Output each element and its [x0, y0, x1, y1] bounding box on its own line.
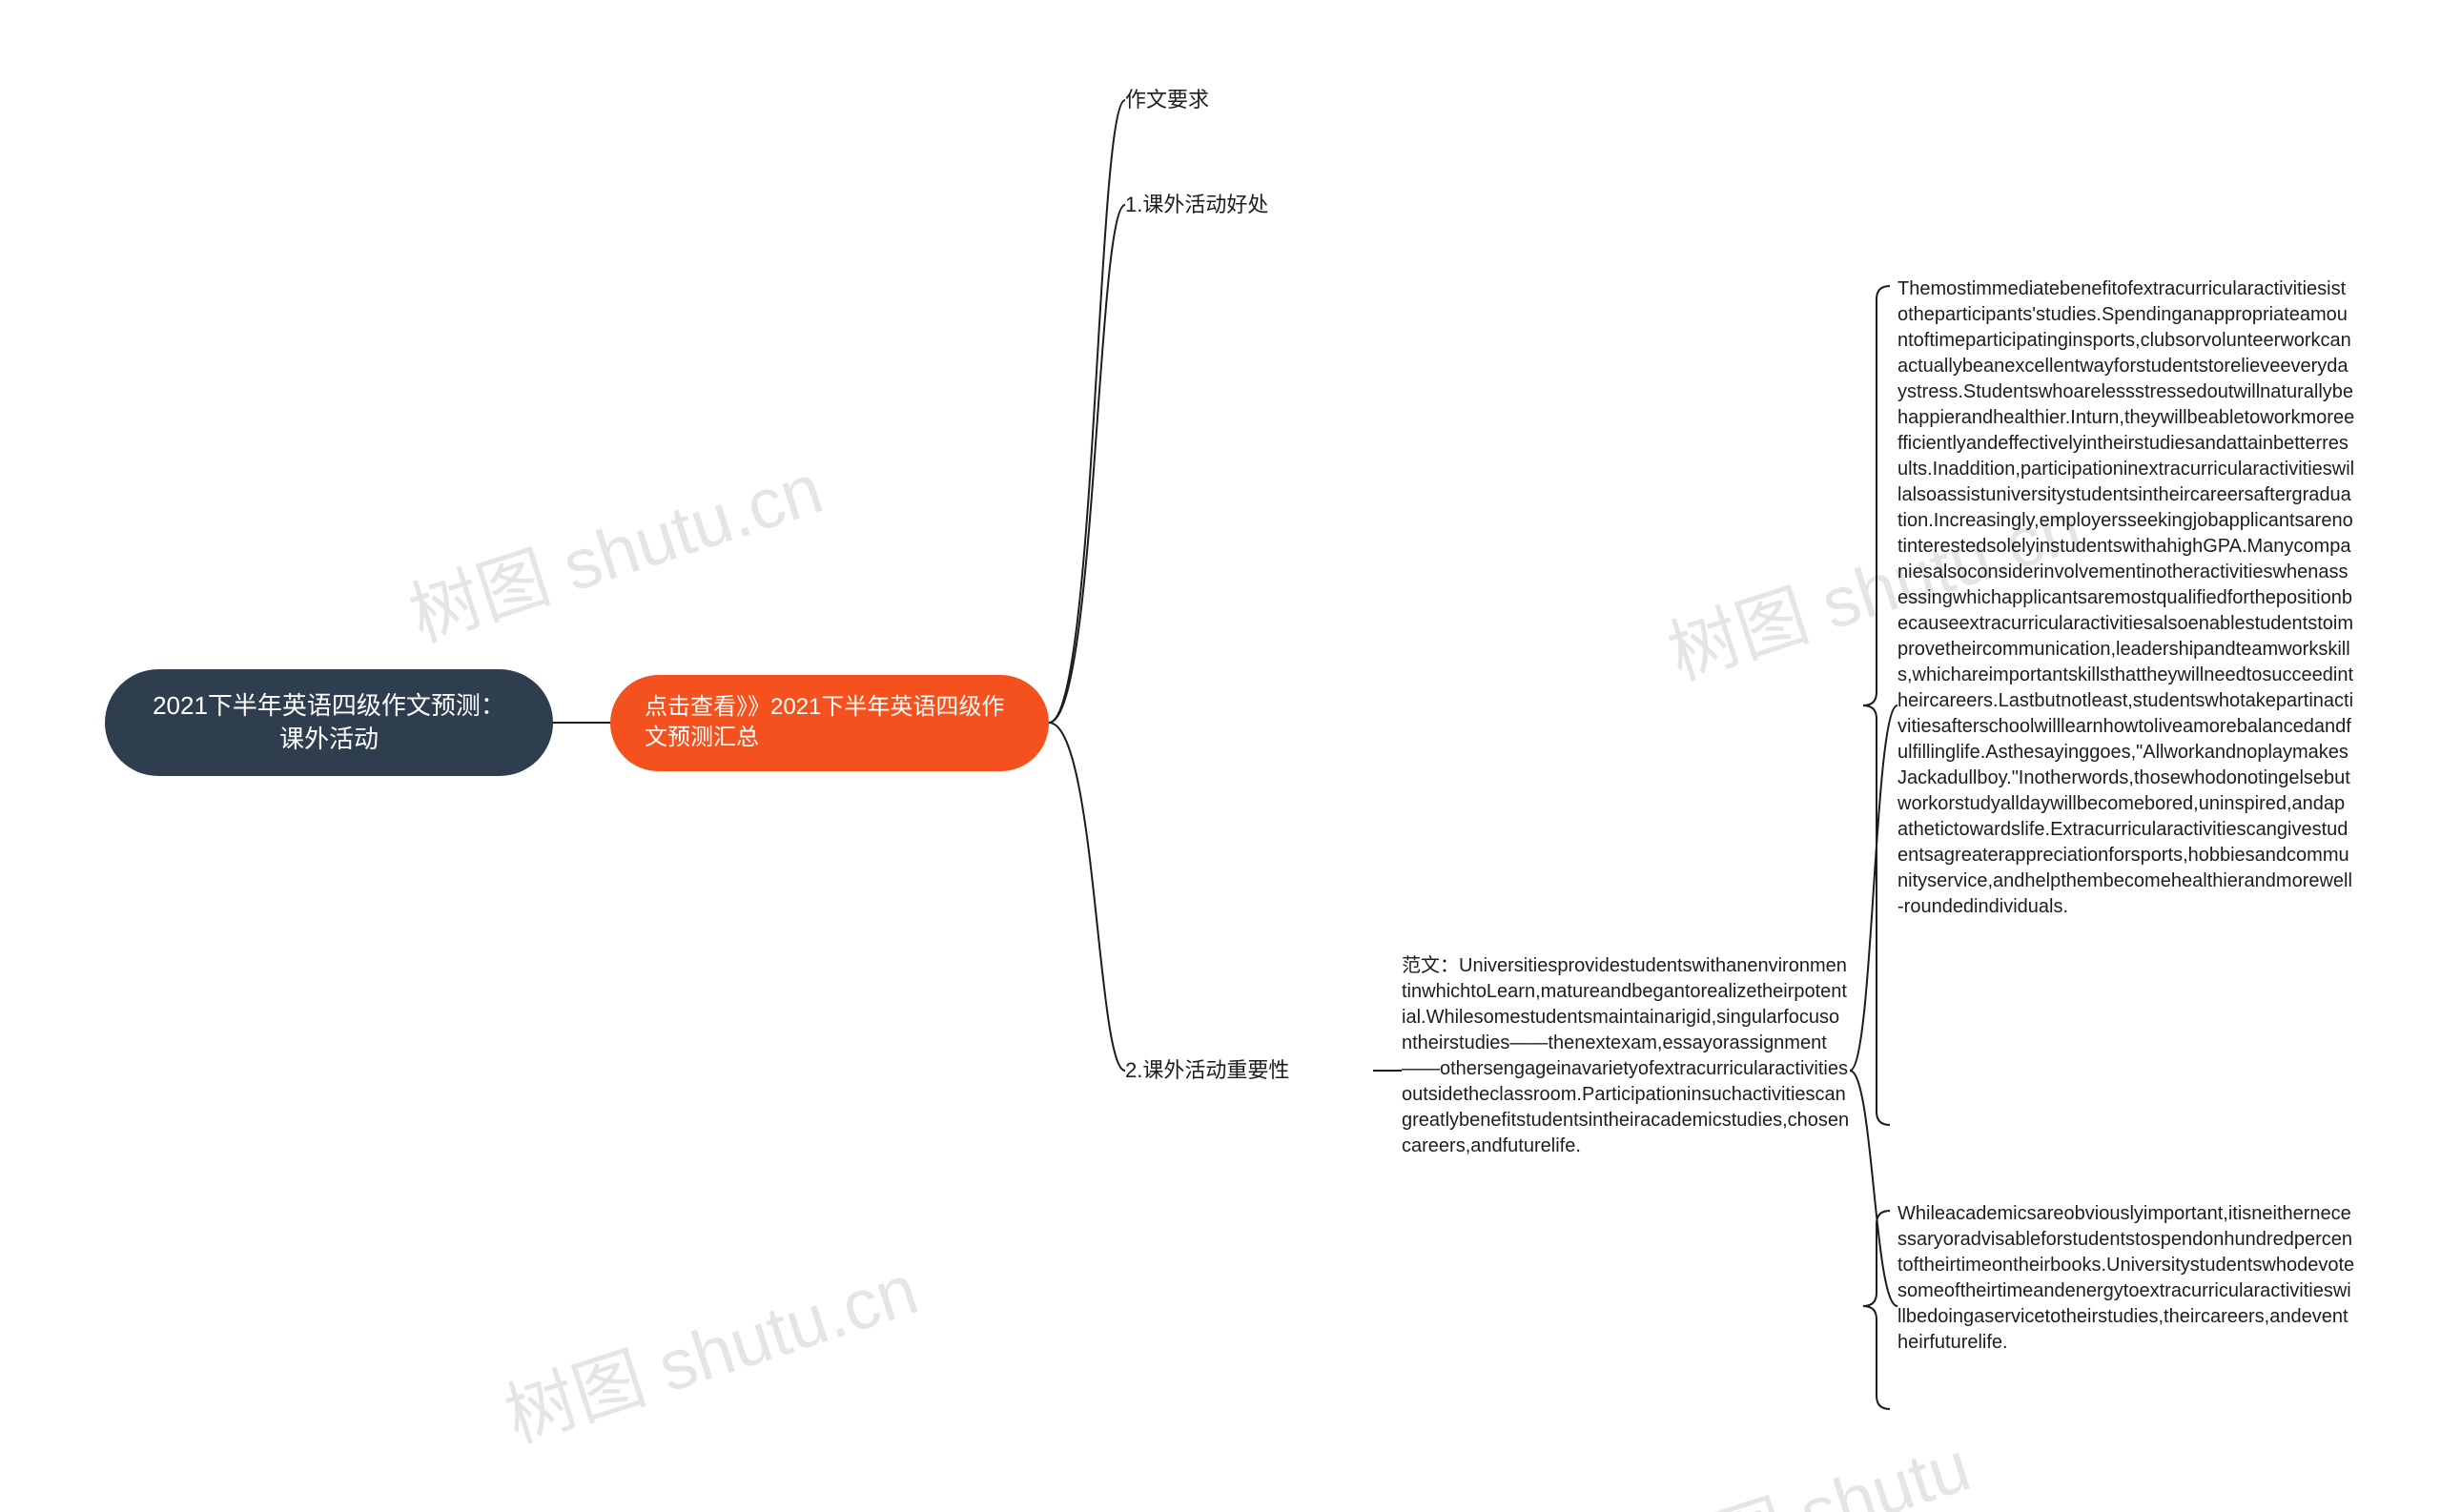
essay-intro-paragraph: 范文：Universitiesprovidestudentswithanenvi… — [1402, 953, 1850, 1159]
root-node[interactable]: 2021下半年英语四级作文预测：课外活动 — [105, 669, 553, 776]
essay-body-paragraph: Themostimmediatebenefitofextracurricular… — [1897, 276, 2355, 920]
watermark: 树图 shutu — [1632, 1410, 1981, 1512]
essay-conclusion-paragraph: Whileacademicsareobviouslyimportant,itis… — [1897, 1201, 2355, 1356]
watermark: 树图 shutu.cn — [490, 1233, 928, 1461]
leaf-requirements[interactable]: 作文要求 — [1125, 86, 1316, 114]
watermark: 树图 shutu.cn — [395, 432, 832, 661]
leaf-importance[interactable]: 2.课外活动重要性 — [1125, 1056, 1373, 1085]
leaf-advantages[interactable]: 1.课外活动好处 — [1125, 191, 1354, 219]
paragraph-text: 范文：Universitiesprovidestudentswithanenvi… — [1402, 955, 1849, 1156]
subtopic-node[interactable]: 点击查看》》2021下半年英语四级作文预测汇总 — [610, 675, 1049, 771]
leaf-label: 2.课外活动重要性 — [1125, 1058, 1289, 1082]
leaf-label: 1.课外活动好处 — [1125, 193, 1268, 216]
subtopic-label: 点击查看》》2021下半年英语四级作文预测汇总 — [645, 694, 1004, 750]
leaf-label: 作文要求 — [1125, 88, 1209, 112]
paragraph-text: Whileacademicsareobviouslyimportant,itis… — [1897, 1203, 2354, 1353]
paragraph-text: Themostimmediatebenefitofextracurricular… — [1897, 278, 2354, 917]
root-label: 2021下半年英语四级作文预测：课外活动 — [147, 689, 511, 756]
mindmap-canvas: 2021下半年英语四级作文预测：课外活动 点击查看》》2021下半年英语四级作文… — [0, 0, 2441, 1512]
